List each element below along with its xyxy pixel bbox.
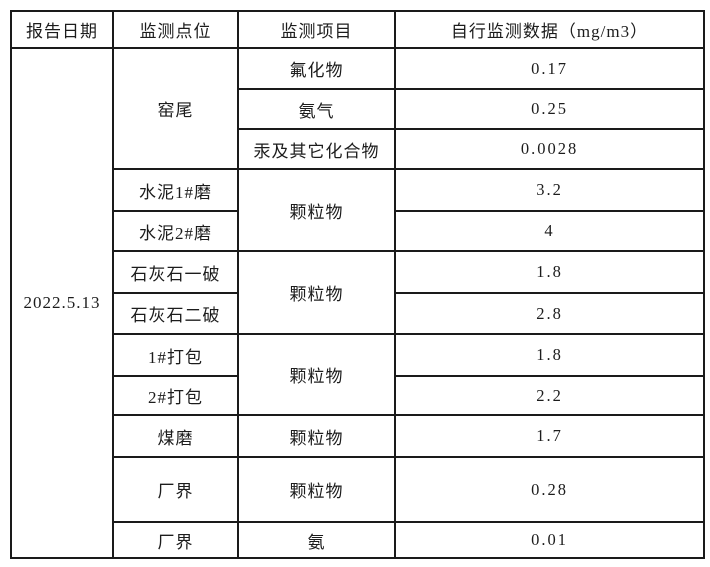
- monitoring-item-cell: 颗粒物: [237, 168, 396, 252]
- table-row: 石灰石一破 颗粒物 1.8: [11, 250, 705, 335]
- report-date-cell: 2022.5.13: [10, 47, 114, 559]
- value-cell: 0.01: [394, 521, 705, 559]
- table-row: 氨气 0.25: [11, 88, 705, 130]
- table-row: 1#打包 颗粒物 1.8: [11, 333, 705, 416]
- monitoring-point-cell: 水泥1#磨: [112, 168, 239, 212]
- monitoring-point-cell: 1#打包: [112, 333, 239, 377]
- table-row: 2022.5.13 窑尾 氟化物 0.17: [10, 47, 705, 559]
- value-cell: 1.8: [394, 333, 705, 377]
- table-row: 煤磨 颗粒物 1.7: [11, 414, 705, 458]
- table-row: 水泥1#磨 颗粒物 3.2: [11, 168, 705, 252]
- self-monitoring-data-table: 报告日期 监测点位 监测项目 自行监测数据（mg/m3） 2022.5.13 窑…: [10, 10, 705, 559]
- table-row: 水泥2#磨 4: [11, 210, 705, 252]
- col-header-monitoring-data: 自行监测数据（mg/m3）: [394, 10, 705, 49]
- monitoring-item-cell: 氨: [237, 521, 396, 559]
- monitoring-item-cell: 颗粒物: [237, 250, 396, 335]
- value-cell: 4: [394, 210, 705, 252]
- header-row: 报告日期 监测点位 监测项目 自行监测数据（mg/m3）: [10, 10, 705, 49]
- value-cell: 2.2: [394, 375, 705, 416]
- value-cell: 0.25: [394, 88, 705, 130]
- value-cell: 1.8: [394, 250, 705, 294]
- col-header-monitoring-item: 监测项目: [237, 10, 396, 49]
- monitoring-point-cell: 水泥2#磨: [112, 210, 239, 252]
- col-header-monitoring-point: 监测点位: [112, 10, 239, 49]
- value-cell: 1.7: [394, 414, 705, 458]
- table-row: 2#打包 2.2: [11, 375, 705, 416]
- monitoring-point-cell: 石灰石二破: [112, 292, 239, 335]
- monitoring-point-cell: 石灰石一破: [112, 250, 239, 294]
- monitoring-item-cell: 颗粒物: [237, 333, 396, 416]
- monitoring-item-cell: 汞及其它化合物: [237, 128, 396, 170]
- monitoring-point-cell: 窑尾: [112, 47, 239, 170]
- monitoring-item-cell: 颗粒物: [237, 456, 396, 523]
- monitoring-point-cell: 厂界: [112, 456, 239, 523]
- monitoring-point-cell: 厂界: [112, 521, 239, 559]
- table-row: 厂界 颗粒物 0.28: [11, 456, 705, 523]
- col-header-report-date: 报告日期: [10, 10, 114, 49]
- table-row: 石灰石二破 2.8: [11, 292, 705, 335]
- monitoring-point-cell: 2#打包: [112, 375, 239, 416]
- value-cell: 3.2: [394, 168, 705, 212]
- value-cell: 2.8: [394, 292, 705, 335]
- value-cell: 0.17: [394, 47, 705, 90]
- table-row: 厂界 氨 0.01: [11, 521, 705, 559]
- monitoring-item-cell: 颗粒物: [237, 414, 396, 458]
- monitoring-point-cell: 煤磨: [112, 414, 239, 458]
- monitoring-item-cell: 氨气: [237, 88, 396, 130]
- value-cell: 0.28: [394, 456, 705, 523]
- monitoring-item-cell: 氟化物: [237, 47, 396, 90]
- value-cell: 0.0028: [394, 128, 705, 170]
- table-row: 汞及其它化合物 0.0028: [11, 128, 705, 170]
